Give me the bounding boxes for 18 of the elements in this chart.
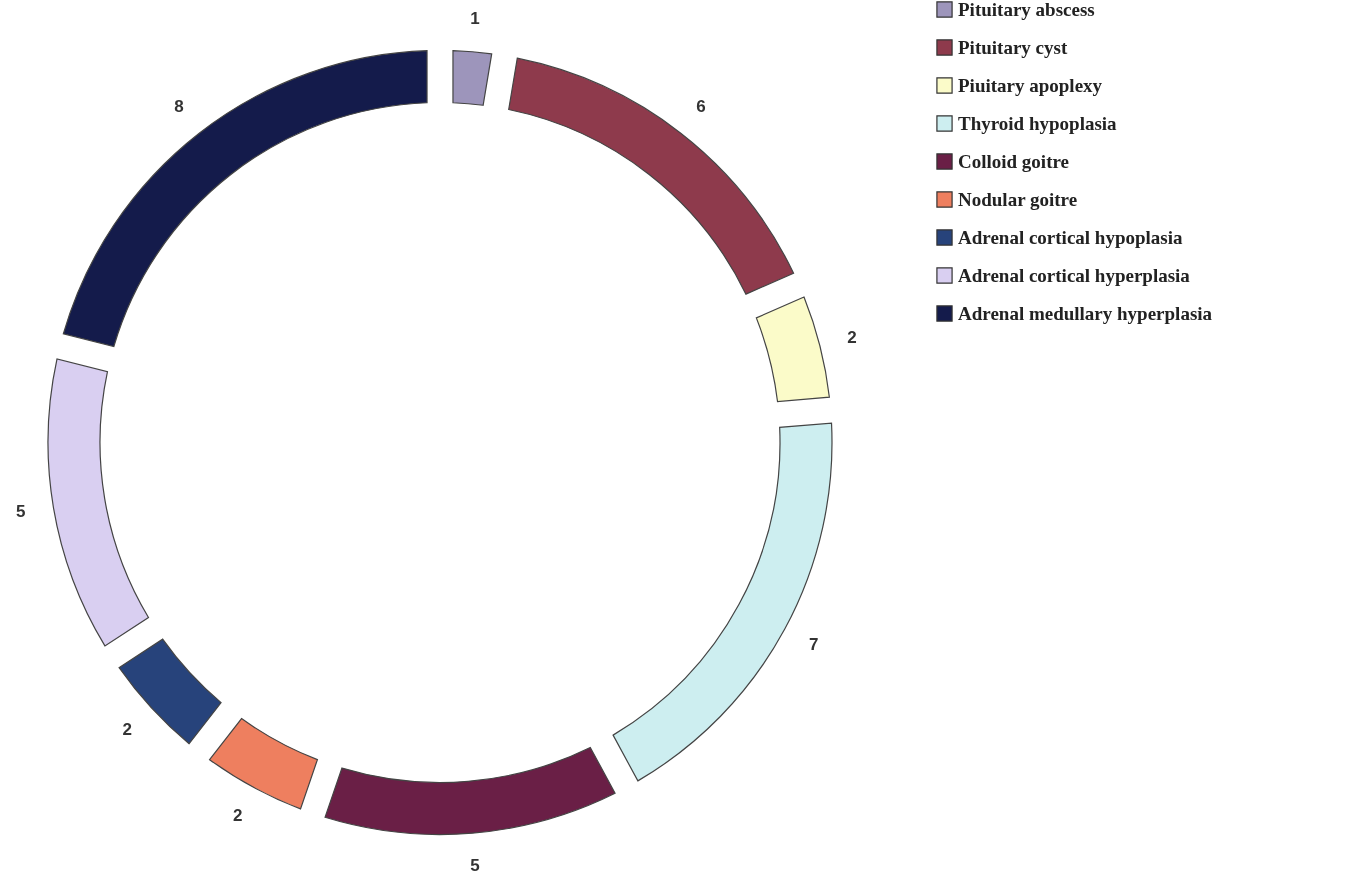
- data-label: 5: [470, 856, 480, 876]
- data-label: 7: [809, 634, 819, 654]
- data-label: 5: [16, 502, 26, 522]
- legend-label: Colloid goitre: [958, 150, 1070, 172]
- legend-label: Adrenal medullary hyperplasia: [958, 302, 1213, 324]
- legend-label: Pituitary cyst: [958, 36, 1068, 58]
- legend-label: Piuitary apoplexy: [958, 74, 1103, 96]
- data-label: 2: [232, 806, 243, 826]
- legend-label: Thyroid hypoplasia: [958, 112, 1118, 134]
- legend-label: Adrenal cortical hyperplasia: [958, 264, 1191, 286]
- data-label: 2: [122, 720, 133, 740]
- legend-label: Adrenal cortical hypoplasia: [958, 226, 1183, 248]
- data-label: 2: [847, 328, 857, 348]
- data-label: 8: [174, 97, 184, 117]
- data-label: 6: [696, 97, 706, 117]
- legend-label: Pituitary abscess: [958, 0, 1095, 20]
- legend-label: Nodular goitre: [958, 188, 1078, 210]
- data-label: 1: [470, 8, 480, 28]
